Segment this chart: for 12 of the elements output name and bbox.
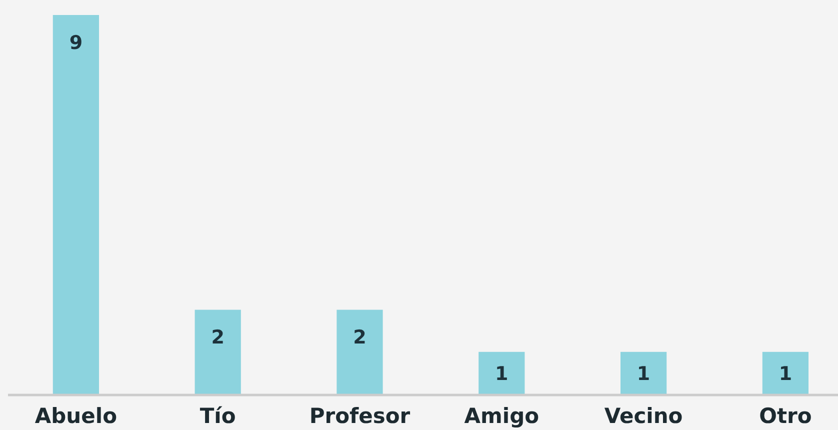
x-tick-label: Amigo [464, 404, 540, 428]
x-tick-label: Abuelo [34, 404, 118, 428]
x-tick-label: Profesor [309, 404, 411, 428]
data-label: 9 [69, 32, 83, 54]
x-tick-label: Vecino [604, 404, 683, 428]
data-label: 2 [211, 326, 224, 349]
data-label: 2 [353, 326, 366, 349]
data-label: 1 [778, 362, 792, 385]
data-label: 1 [636, 362, 650, 385]
data-label: 1 [495, 362, 508, 385]
x-tick-label: Tío [200, 404, 236, 428]
x-tick-label: Otro [759, 404, 812, 428]
